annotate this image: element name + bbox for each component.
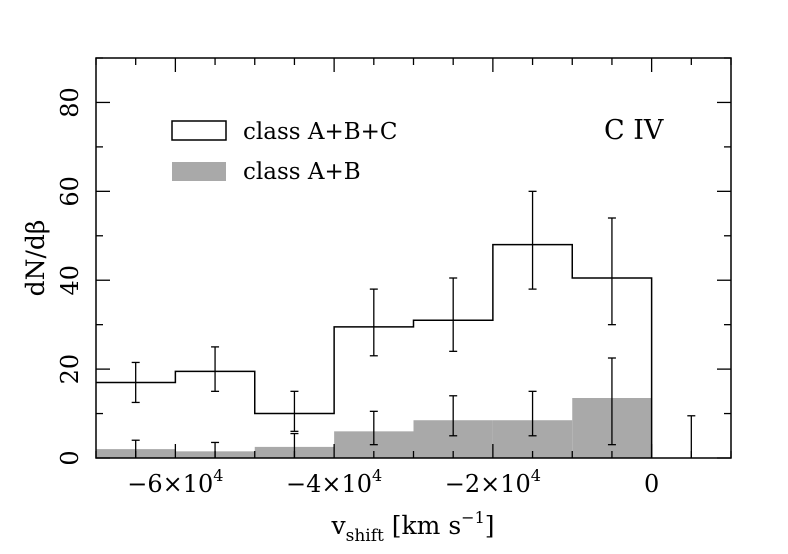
legend-swatch-outline — [171, 120, 227, 141]
legend: class A+B+C class A+B — [171, 119, 398, 185]
y-tick-labels-group: 0 20 40 60 80 — [56, 87, 84, 465]
y-tick-label: 60 — [56, 176, 84, 207]
step-errorbar — [211, 346, 220, 392]
extra-errorbar — [687, 415, 696, 458]
step-errorbar — [290, 390, 299, 432]
filled-errorbar — [449, 395, 458, 437]
filled-errorbar — [607, 357, 616, 446]
legend-label-a-b-c: class A+B+C — [243, 119, 398, 145]
step-errorbars-group — [131, 190, 616, 432]
step-errorbar — [607, 217, 616, 326]
filled-errorbars-group — [131, 357, 616, 458]
x-tick-label: 0 — [644, 470, 659, 498]
axis-ticks-group — [95, 57, 732, 459]
y-tick-label: 0 — [56, 450, 84, 465]
plot-area — [96, 190, 696, 458]
x-tick-label: −4×104 — [286, 466, 382, 498]
step-errorbar — [369, 288, 378, 357]
y-tick-label: 40 — [56, 265, 84, 296]
x-tick-label: −2×104 — [445, 466, 541, 498]
step-errorbar — [131, 361, 140, 404]
step-errorbar — [449, 277, 458, 352]
filled-errorbar — [369, 410, 378, 446]
x-axis-label: vshift [km s−1] — [330, 508, 494, 546]
x-tick-label: −6×104 — [127, 466, 223, 498]
y-tick-label: 20 — [56, 354, 84, 385]
series-step-outline-a-b-c — [96, 243, 653, 458]
y-axis-label: dN/dβ — [21, 220, 50, 297]
ion-annotation: C IV — [604, 115, 664, 146]
y-tick-label: 80 — [56, 87, 84, 118]
legend-label-a-b: class A+B — [243, 159, 361, 185]
legend-swatch-filled — [172, 162, 226, 181]
step-errorbar — [528, 190, 537, 290]
x-tick-labels-group: −6×104 −4×104 −2×104 0 — [127, 466, 659, 498]
extra-errorbar-group — [687, 415, 696, 458]
filled-errorbar — [528, 390, 537, 437]
